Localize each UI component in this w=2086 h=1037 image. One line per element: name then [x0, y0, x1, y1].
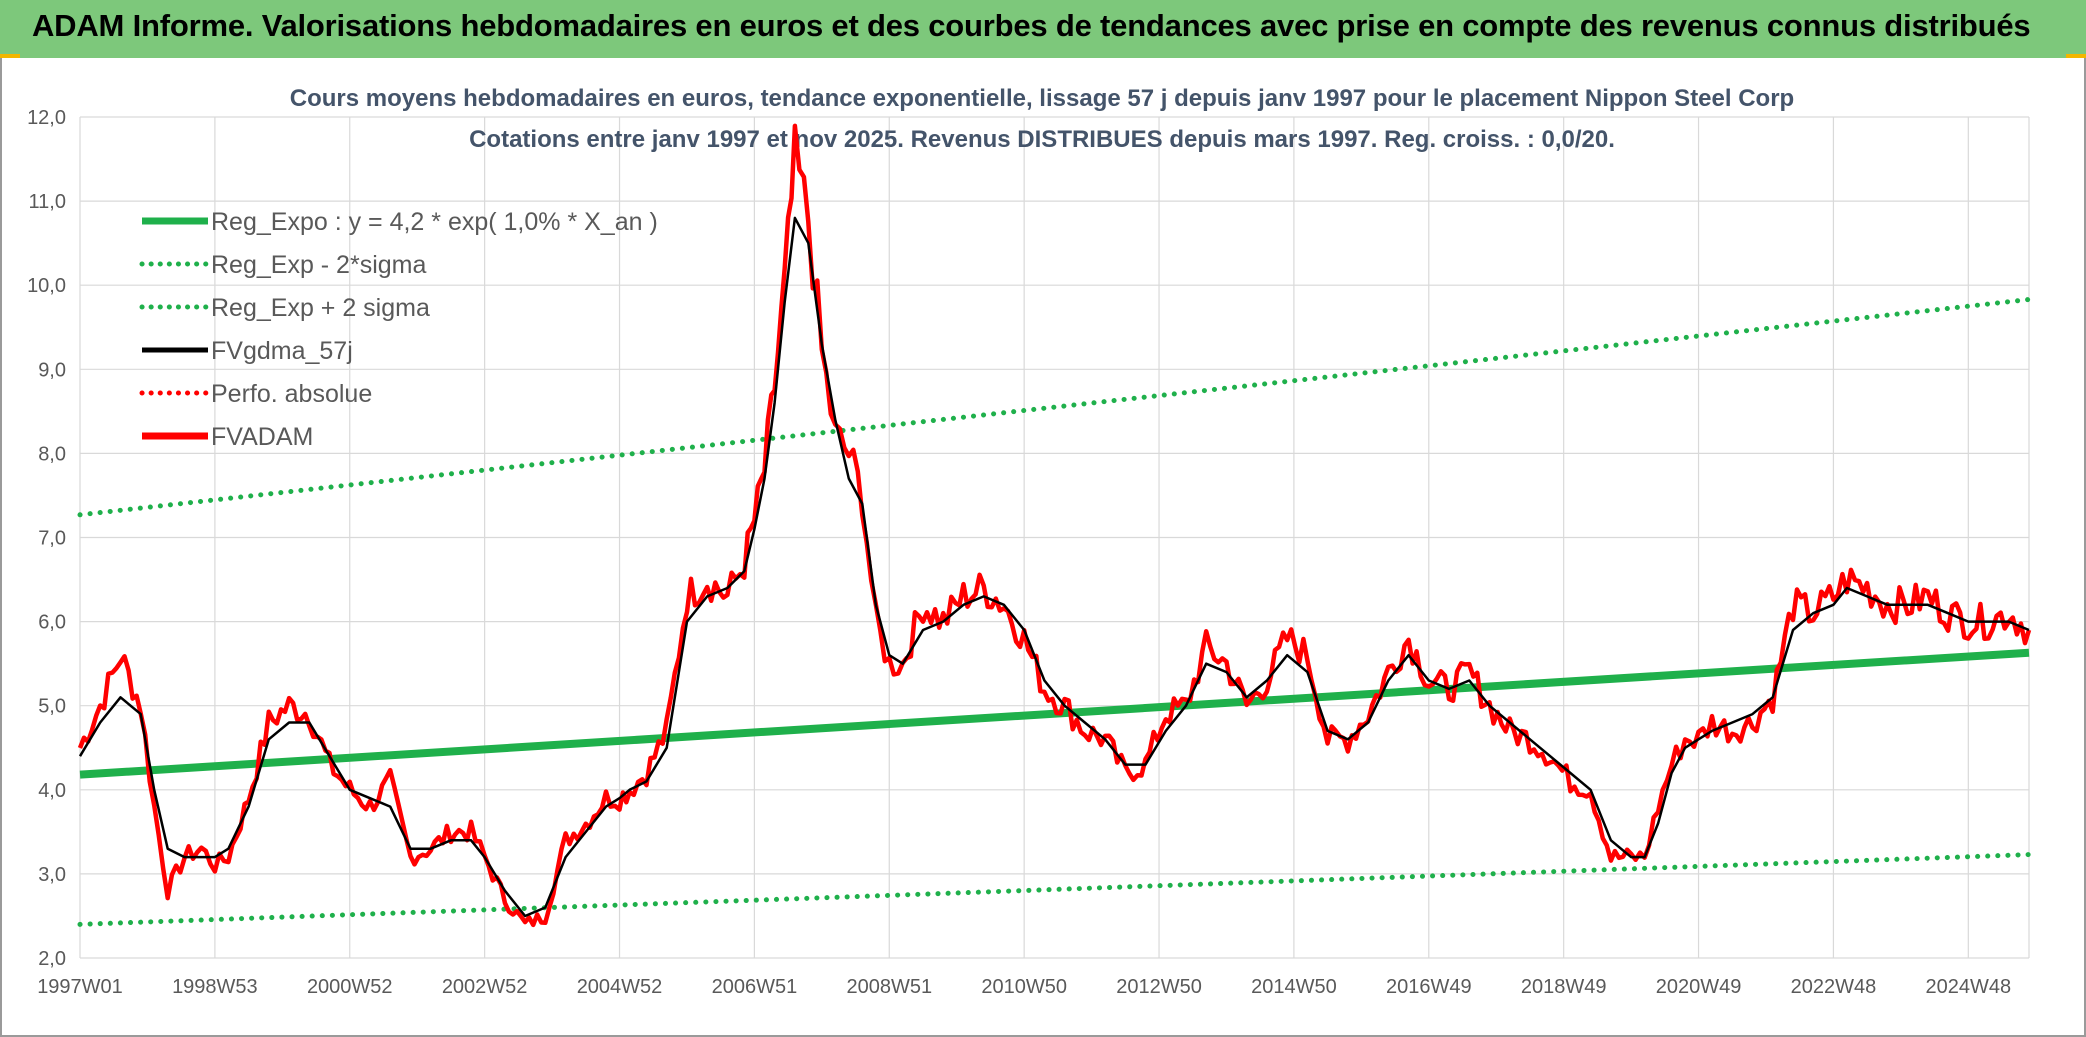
x-tick-label: 2018W49 [1521, 976, 1607, 998]
y-tick-label: 7,0 [38, 528, 66, 550]
x-tick-label: 2020W49 [1656, 976, 1742, 998]
grid-lines [79, 116, 2030, 959]
x-tick-label: 2022W48 [1791, 976, 1877, 998]
x-tick-label: 2014W50 [1251, 976, 1337, 998]
y-axis-ticks: 2,0 3,0 4,0 5,0 6,0 7,0 8,0 9,0 10,0 11,0 12,0 [27, 107, 66, 970]
y-tick-label: 4,0 [38, 780, 66, 802]
legend-label-reg: Reg_Expo : y = 4,2 * exp( 1,0% * X_an ) [211, 208, 658, 236]
x-tick-label: 2012W50 [1116, 976, 1202, 998]
legend-label-low: Reg_Exp - 2*sigma [211, 251, 426, 279]
y-tick-label: 5,0 [38, 696, 66, 718]
y-tick-label: 9,0 [38, 359, 66, 381]
corner-marker-left [0, 54, 20, 59]
chart-subtitle: Cotations entre janv 1997 et nov 2025. R… [469, 126, 1615, 153]
price-series-line [77, 123, 2032, 928]
x-tick-label: 2004W52 [577, 976, 663, 998]
x-tick-label: 2000W52 [307, 976, 393, 998]
y-tick-label: 6,0 [38, 612, 66, 634]
y-tick-label: 2,0 [38, 948, 66, 970]
corner-marker-right [2066, 54, 2086, 59]
x-tick-label: 2016W49 [1386, 976, 1472, 998]
y-tick-label: 10,0 [27, 275, 66, 297]
plot-area [77, 123, 2032, 928]
y-tick-label: 3,0 [38, 864, 66, 886]
x-tick-label: 2010W50 [981, 976, 1067, 998]
header-banner: ADAM Informe. Valorisations hebdomadaire… [0, 0, 2086, 58]
x-tick-label: 1997W01 [37, 976, 123, 998]
report-title: ADAM Informe. Valorisations hebdomadaire… [32, 8, 2031, 43]
chart-title: Cours moyens hebdomadaires en euros, ten… [290, 85, 1794, 112]
y-tick-label: 11,0 [29, 191, 66, 213]
legend-label-perfo: Perfo. absolue [211, 380, 372, 408]
chart-frame: 2,0 3,0 4,0 5,0 6,0 7,0 8,0 9,0 10,0 11,0 12,0 199… [0, 58, 2086, 1037]
legend: Reg_Expo : y = 4,2 * exp( 1,0% * X_an ) R… [139, 208, 658, 451]
x-tick-label: 2024W48 [1925, 976, 2011, 998]
y-tick-label: 12,0 [27, 107, 66, 129]
lower-band-line [77, 852, 2032, 927]
legend-label-smooth: FVgdma_57j [211, 337, 353, 365]
upper-band-line [77, 296, 2032, 518]
x-axis-ticks: 1997W01 1998W53 2000W52 2002W52 2004W52 2006W… [37, 976, 2011, 998]
chart: 2,0 3,0 4,0 5,0 6,0 7,0 8,0 9,0 10,0 11,0 12,0 199… [27, 85, 2032, 998]
x-tick-label: 2006W51 [712, 976, 798, 998]
legend-label-price: FVADAM [211, 423, 313, 451]
x-tick-label: 2008W51 [846, 976, 932, 998]
x-tick-label: 2002W52 [442, 976, 528, 998]
x-tick-label: 1998W53 [172, 976, 258, 998]
y-tick-label: 8,0 [38, 443, 66, 465]
smoothed-series-line [78, 216, 2030, 918]
legend-label-high: Reg_Exp + 2 sigma [211, 294, 430, 322]
